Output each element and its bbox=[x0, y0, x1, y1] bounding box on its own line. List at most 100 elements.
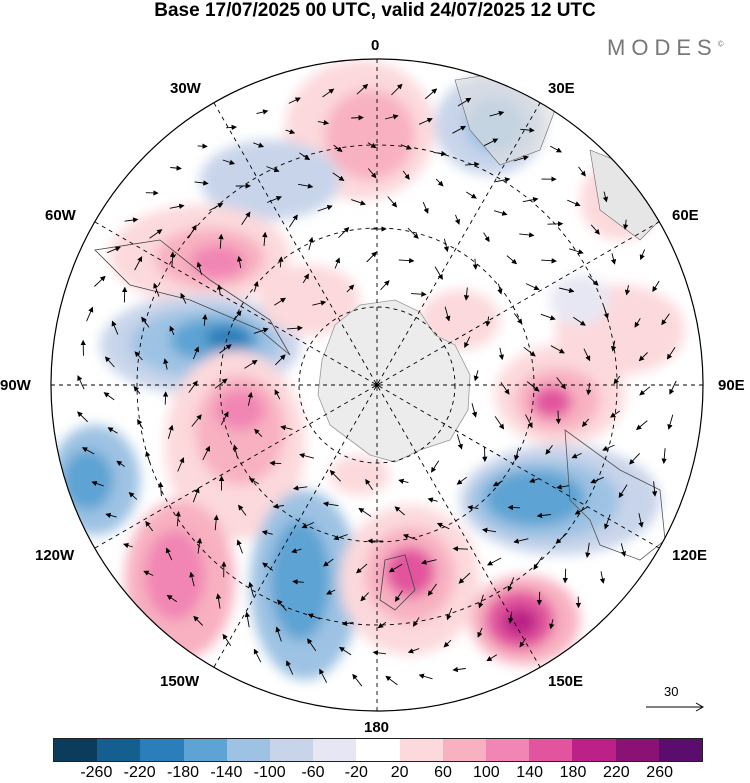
wind-vector bbox=[467, 504, 479, 511]
wind-vector bbox=[222, 159, 236, 165]
wind-vector bbox=[465, 161, 480, 168]
wind-vector bbox=[569, 248, 584, 255]
wind-vector bbox=[312, 300, 327, 306]
wind-vector bbox=[634, 318, 641, 328]
wind-vector bbox=[398, 478, 409, 484]
wind-vector bbox=[380, 280, 390, 291]
wind-vector bbox=[620, 543, 627, 557]
colorbar-tick-label: -220 bbox=[123, 764, 156, 781]
wind-vector bbox=[365, 478, 373, 491]
wind-vector bbox=[307, 638, 317, 652]
wind-vector bbox=[610, 340, 617, 352]
colorbar-tick-label: -60 bbox=[301, 764, 325, 781]
wind-vector bbox=[187, 224, 197, 239]
wind-vector bbox=[214, 378, 228, 389]
colorbar-segment bbox=[183, 739, 227, 761]
wind-vector bbox=[236, 539, 243, 554]
wind-vector bbox=[452, 666, 466, 673]
wind-vector bbox=[525, 414, 533, 429]
wind-vector bbox=[329, 470, 342, 482]
wind-vector bbox=[196, 537, 203, 554]
wind-vector bbox=[457, 97, 472, 107]
wind-vector bbox=[274, 389, 281, 400]
wind-vector bbox=[463, 287, 470, 301]
wind-vector bbox=[248, 581, 255, 597]
wind-vector bbox=[618, 484, 628, 499]
wind-vector bbox=[567, 199, 581, 207]
wind-vector bbox=[522, 197, 539, 203]
wind-vector bbox=[189, 571, 195, 587]
anomaly-field bbox=[51, 59, 703, 711]
wind-vector bbox=[495, 177, 511, 183]
wind-vector bbox=[261, 530, 273, 536]
reference-vector-label: 30 bbox=[664, 684, 679, 699]
wind-vector bbox=[540, 313, 556, 321]
wind-vector bbox=[498, 347, 505, 361]
wind-vector bbox=[571, 452, 582, 459]
colorbar-segment bbox=[442, 739, 487, 761]
wind-vector bbox=[525, 283, 540, 291]
wind-vector bbox=[550, 345, 565, 354]
wind-vector bbox=[218, 233, 224, 249]
wind-vector bbox=[149, 229, 163, 239]
wind-vector bbox=[411, 291, 427, 297]
wind-vector bbox=[602, 444, 615, 451]
colorbar-segment bbox=[529, 739, 573, 761]
colorbar bbox=[53, 738, 703, 762]
wind-vector bbox=[471, 403, 478, 418]
wind-vector bbox=[299, 152, 311, 161]
wind-vector bbox=[77, 411, 89, 423]
wind-vector bbox=[387, 196, 398, 208]
wind-vector bbox=[624, 285, 631, 296]
wind-vector bbox=[333, 534, 348, 541]
wind-vector bbox=[549, 145, 562, 153]
wind-vector bbox=[602, 191, 609, 203]
wind-vector bbox=[358, 507, 372, 517]
wind-vector bbox=[585, 542, 591, 558]
wind-vector bbox=[638, 352, 648, 362]
colorbar-segment bbox=[140, 739, 184, 761]
wind-vector bbox=[322, 88, 335, 98]
wind-vector bbox=[326, 589, 336, 595]
south-pole-marker bbox=[375, 383, 379, 387]
wind-vector bbox=[433, 150, 447, 157]
colorbar-segment bbox=[226, 739, 271, 761]
wind-vector bbox=[278, 256, 284, 268]
wind-vector bbox=[436, 522, 450, 530]
wind-vector bbox=[153, 282, 160, 297]
wind-vector bbox=[351, 114, 364, 121]
wind-vector bbox=[583, 348, 591, 362]
wind-vector bbox=[497, 283, 503, 295]
wind-vector bbox=[639, 386, 651, 396]
wind-vector bbox=[169, 325, 175, 336]
wind-vector bbox=[586, 382, 592, 396]
wind-vector bbox=[421, 559, 437, 565]
wind-vector bbox=[213, 514, 219, 531]
wind-vector bbox=[407, 227, 419, 239]
wind-vector bbox=[574, 506, 589, 515]
reference-vector-arrow bbox=[646, 702, 705, 712]
wind-vector bbox=[141, 316, 150, 328]
wind-vector bbox=[424, 88, 438, 100]
wind-vector bbox=[341, 620, 354, 627]
graticule bbox=[51, 59, 703, 711]
wind-vector bbox=[238, 504, 247, 516]
wind-vector bbox=[398, 257, 415, 264]
wind-vector bbox=[400, 144, 412, 150]
wind-vector bbox=[338, 226, 350, 239]
wind-vector bbox=[464, 336, 471, 349]
wind-vector bbox=[162, 391, 169, 405]
wind-vector bbox=[291, 548, 302, 554]
wind-vector bbox=[485, 316, 491, 327]
label-0: 0 bbox=[371, 37, 380, 54]
wind-vector bbox=[443, 639, 452, 648]
colorbar-tick-label: 180 bbox=[559, 764, 587, 781]
wind-vector bbox=[519, 232, 535, 238]
wind-vector bbox=[384, 114, 399, 120]
wind-vector bbox=[248, 478, 259, 485]
wind-vector bbox=[388, 563, 403, 573]
colorbar-tick-label: -180 bbox=[166, 764, 200, 781]
wind-vector bbox=[301, 521, 315, 529]
wind-vector bbox=[253, 648, 262, 663]
